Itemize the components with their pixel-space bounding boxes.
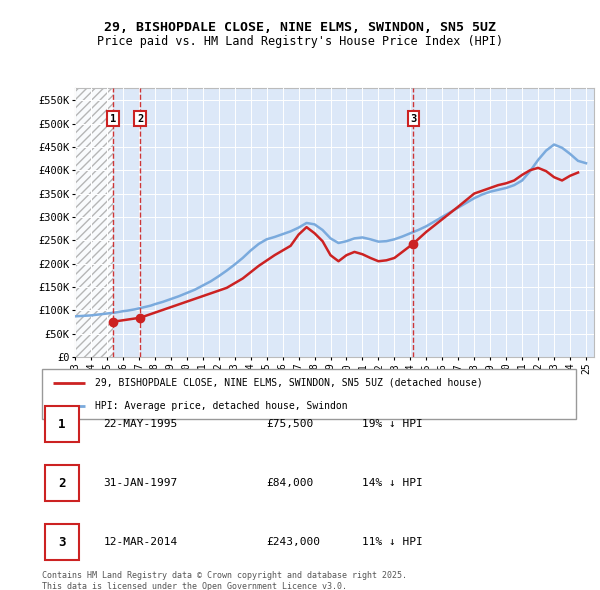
- Text: Contains HM Land Registry data © Crown copyright and database right 2025.
This d: Contains HM Land Registry data © Crown c…: [42, 571, 407, 590]
- FancyBboxPatch shape: [44, 525, 79, 560]
- Text: £84,000: £84,000: [266, 478, 314, 488]
- FancyBboxPatch shape: [44, 466, 79, 501]
- Text: HPI: Average price, detached house, Swindon: HPI: Average price, detached house, Swin…: [95, 401, 348, 411]
- Text: 22-MAY-1995: 22-MAY-1995: [103, 419, 178, 429]
- Bar: [75, 88, 113, 357]
- Text: 12-MAR-2014: 12-MAR-2014: [103, 537, 178, 547]
- FancyBboxPatch shape: [42, 369, 576, 419]
- Text: 3: 3: [58, 536, 66, 549]
- Text: £75,500: £75,500: [266, 419, 314, 429]
- Text: 1: 1: [58, 418, 66, 431]
- Text: 2: 2: [137, 114, 143, 124]
- Text: 29, BISHOPDALE CLOSE, NINE ELMS, SWINDON, SN5 5UZ (detached house): 29, BISHOPDALE CLOSE, NINE ELMS, SWINDON…: [95, 378, 483, 388]
- Text: 1: 1: [110, 114, 116, 124]
- FancyBboxPatch shape: [44, 407, 79, 442]
- Text: 19% ↓ HPI: 19% ↓ HPI: [362, 419, 423, 429]
- Text: 11% ↓ HPI: 11% ↓ HPI: [362, 537, 423, 547]
- Text: 2: 2: [58, 477, 66, 490]
- Text: 29, BISHOPDALE CLOSE, NINE ELMS, SWINDON, SN5 5UZ: 29, BISHOPDALE CLOSE, NINE ELMS, SWINDON…: [104, 21, 496, 34]
- Text: £243,000: £243,000: [266, 537, 320, 547]
- Text: Price paid vs. HM Land Registry's House Price Index (HPI): Price paid vs. HM Land Registry's House …: [97, 35, 503, 48]
- Text: 3: 3: [410, 114, 416, 124]
- Text: 14% ↓ HPI: 14% ↓ HPI: [362, 478, 423, 488]
- Text: 31-JAN-1997: 31-JAN-1997: [103, 478, 178, 488]
